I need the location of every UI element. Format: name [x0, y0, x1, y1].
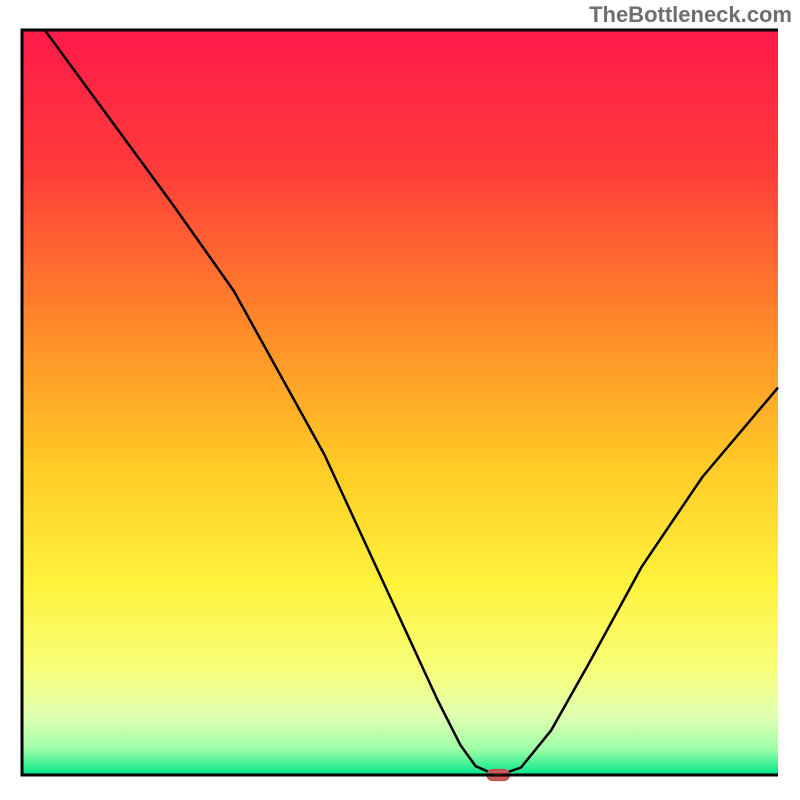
- chart-container: TheBottleneck.com: [0, 0, 800, 800]
- bottleneck-chart: [0, 0, 800, 800]
- gradient-background: [22, 30, 778, 775]
- watermark-text: TheBottleneck.com: [589, 2, 792, 28]
